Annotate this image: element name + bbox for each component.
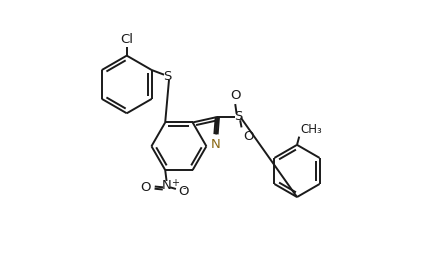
Text: CH₃: CH₃: [300, 123, 322, 136]
Text: O: O: [140, 181, 151, 194]
Text: N: N: [211, 137, 221, 151]
Text: +: +: [171, 178, 179, 188]
Text: S: S: [234, 110, 242, 123]
Text: O: O: [230, 89, 241, 102]
Text: Cl: Cl: [120, 33, 133, 46]
Text: S: S: [162, 70, 171, 83]
Text: O: O: [243, 130, 254, 143]
Text: N: N: [162, 179, 172, 192]
Text: -: -: [183, 184, 186, 193]
Text: O: O: [179, 185, 189, 198]
